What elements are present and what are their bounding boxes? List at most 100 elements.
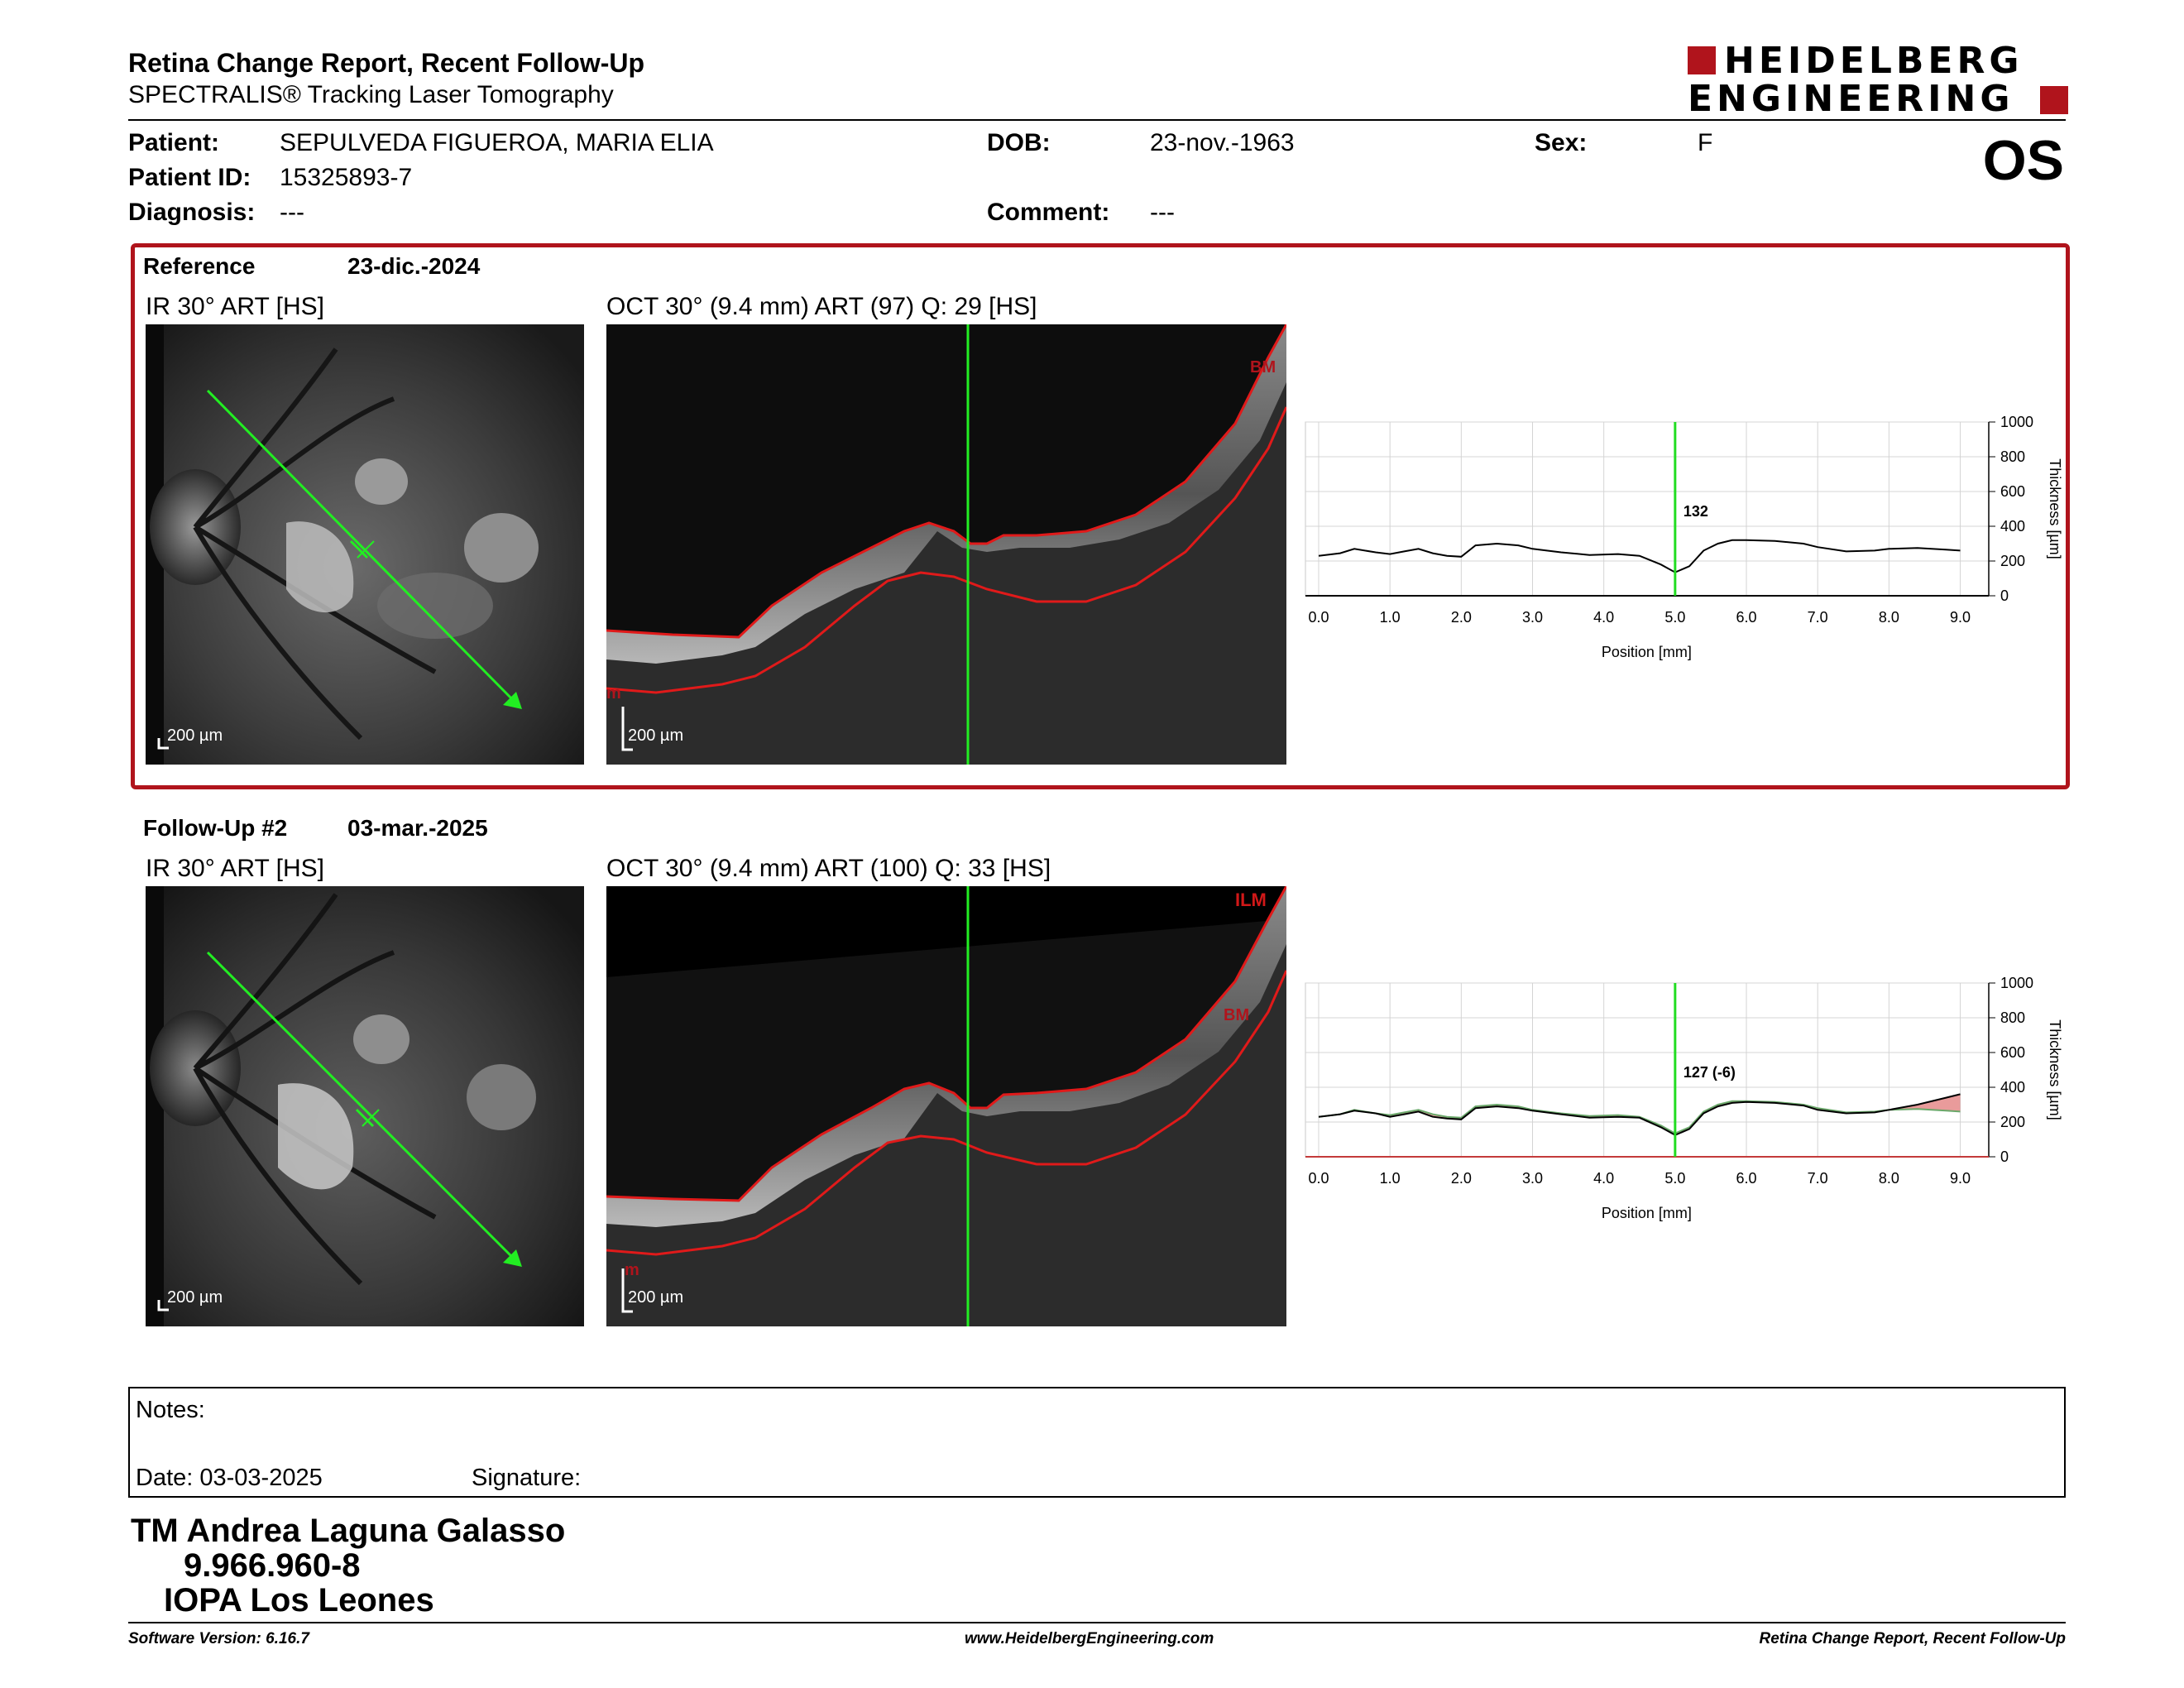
reference-oct-svg: BM m — [606, 324, 1286, 765]
reference-oct-tag-bm: BM — [1250, 358, 1276, 376]
chart-marker-value: 127 (-6) — [1684, 1064, 1736, 1081]
reference-oct-bscan[interactable]: BM m 200 µm — [606, 324, 1286, 765]
followup-oct-tag-bm: BM — [1224, 1006, 1249, 1024]
reference-thickness-chart: 0.0 1.0 2.0 3.0 4.0 5.0 6.0 7.0 8.0 9.0 0 200 400 600… — [1300, 409, 2078, 674]
chart-x-axis-label: Position [mm] — [1602, 644, 1692, 660]
reference-oct-tag-m: m — [606, 684, 621, 703]
chart-y-tick-label: 800 — [2000, 448, 2025, 465]
chart-y-tick-label: 200 — [2000, 1114, 2025, 1130]
chart-x-tick-label: 9.0 — [1950, 1170, 1971, 1187]
followup-ir-fundus-image[interactable]: 200 µm — [146, 886, 584, 1326]
header-divider — [128, 119, 2066, 121]
chart-y-tick-label: 0 — [2000, 1149, 2009, 1165]
followup-thickness-chart: 0.0 1.0 2.0 3.0 4.0 5.0 6.0 7.0 8.0 9.0 0 200 400 600… — [1300, 970, 2078, 1235]
followup-oct-tag-ilm: ILM — [1235, 890, 1267, 910]
chart-x-tick-label: 1.0 — [1380, 1170, 1401, 1187]
chart-y-tick-label: 200 — [2000, 553, 2025, 569]
notes-box[interactable] — [128, 1387, 2066, 1498]
footer-report-name: Retina Change Report, Recent Follow-Up — [1759, 1630, 2066, 1647]
reference-date: 23-dic.-2024 — [347, 253, 481, 279]
reference-ir-scale: 200 µm — [167, 727, 223, 745]
chart-series-line — [1318, 539, 1961, 573]
reference-chart-svg: 0.0 1.0 2.0 3.0 4.0 5.0 6.0 7.0 8.0 9.0 0 200 400 600… — [1305, 414, 2063, 660]
chart-x-tick-label: 7.0 — [1808, 1170, 1828, 1187]
chart-x-tick-label: 8.0 — [1879, 1170, 1899, 1187]
chart-x-tick-label: 2.0 — [1451, 609, 1472, 626]
notes-date: Date: 03-03-2025 — [136, 1465, 323, 1491]
chart-x-tick-label: 6.0 — [1736, 1170, 1757, 1187]
followup-oct-bscan[interactable]: ILM BM m 200 µm — [606, 886, 1286, 1326]
chart-x-tick-label: 3.0 — [1522, 1170, 1543, 1187]
patient-label: Patient: — [128, 129, 220, 156]
diagnosis-label: Diagnosis: — [128, 199, 256, 226]
chart-x-tick-label: 8.0 — [1879, 609, 1899, 626]
footer-website[interactable]: www.HeidelbergEngineering.com — [965, 1630, 1214, 1647]
signer-rut: 9.966.960-8 — [184, 1547, 361, 1584]
reference-ir-svg — [146, 324, 584, 765]
logo-line2: ENGINEERING — [1688, 78, 2014, 120]
chart-x-tick-label: 4.0 — [1593, 1170, 1614, 1187]
chart-y-tick-label: 0 — [2000, 587, 2009, 604]
followup-oct-scale: 200 µm — [628, 1288, 684, 1307]
dob-value: 23-nov.-1963 — [1150, 129, 1295, 156]
followup-oct-caption: OCT 30° (9.4 mm) ART (100) Q: 33 [HS] — [606, 855, 1051, 882]
chart-y-axis-label: Thickness [µm] — [2047, 458, 2063, 559]
chart-x-axis-label: Position [mm] — [1602, 1205, 1692, 1221]
chart-marker-value: 132 — [1684, 503, 1708, 520]
followup-oct-tag-m: m — [625, 1261, 639, 1279]
reference-ir-caption: IR 30° ART [HS] — [146, 293, 324, 320]
dob-label: DOB: — [987, 129, 1051, 156]
patient-id-value: 15325893-7 — [280, 164, 413, 191]
report-title: Retina Change Report, Recent Follow-Up — [128, 48, 645, 78]
chart-y-tick-label: 1000 — [2000, 414, 2033, 430]
followup-oct-svg: ILM BM m — [606, 886, 1286, 1326]
followup-label: Follow-Up #2 — [143, 815, 288, 841]
chart-x-tick-label: 0.0 — [1308, 1170, 1329, 1187]
footer-software: Software Version: 6.16.7 — [128, 1630, 309, 1647]
chart-y-tick-label: 400 — [2000, 518, 2025, 535]
reference-ir-fundus-image[interactable]: 200 µm — [146, 324, 584, 765]
chart-x-tick-label: 7.0 — [1808, 609, 1828, 626]
chart-y-tick-label: 600 — [2000, 1044, 2025, 1061]
signer-institution: IOPA Los Leones — [164, 1582, 434, 1618]
chart-x-tick-label: 3.0 — [1522, 609, 1543, 626]
chart-y-axis-label: Thickness [µm] — [2047, 1019, 2063, 1120]
chart-x-tick-label: 2.0 — [1451, 1170, 1472, 1187]
followup-date: 03-mar.-2025 — [347, 815, 488, 841]
comment-label: Comment: — [987, 199, 1110, 226]
chart-x-tick-label: 1.0 — [1380, 609, 1401, 626]
chart-y-tick-label: 400 — [2000, 1079, 2025, 1096]
chart-series-line — [1318, 1093, 1961, 1136]
chart-plot-area — [1305, 421, 1990, 597]
eye-indicator: OS — [1982, 129, 2064, 192]
report-subtitle: SPECTRALIS® Tracking Laser Tomography — [128, 81, 614, 108]
chart-x-tick-label: 6.0 — [1736, 609, 1757, 626]
notes-label: Notes: — [136, 1397, 205, 1423]
sex-value: F — [1698, 129, 1713, 156]
reference-label: Reference — [143, 253, 256, 279]
chart-y-tick-label: 1000 — [2000, 975, 2033, 991]
patient-id-label: Patient ID: — [128, 164, 251, 191]
chart-y-tick-label: 600 — [2000, 483, 2025, 500]
logo-line1: HEIDELBERG — [1724, 40, 2024, 82]
reference-oct-caption: OCT 30° (9.4 mm) ART (97) Q: 29 [HS] — [606, 293, 1037, 320]
footer-divider — [128, 1622, 2066, 1623]
chart-plot-area — [1305, 982, 1990, 1158]
chart-x-tick-label: 0.0 — [1308, 609, 1329, 626]
diagnosis-value: --- — [280, 199, 304, 226]
heidelberg-logo: HEIDELBERG ENGINEERING — [1688, 40, 2068, 120]
chart-x-tick-label: 9.0 — [1950, 609, 1971, 626]
followup-ir-caption: IR 30° ART [HS] — [146, 855, 324, 882]
comment-value: --- — [1150, 199, 1175, 226]
followup-chart-svg: 0.0 1.0 2.0 3.0 4.0 5.0 6.0 7.0 8.0 9.0 0 200 400 600… — [1305, 975, 2063, 1221]
followup-ir-scale: 200 µm — [167, 1288, 223, 1307]
chart-series-line — [1318, 1100, 1961, 1134]
chart-x-tick-label: 5.0 — [1664, 609, 1685, 626]
followup-ir-svg — [146, 886, 584, 1326]
signer-name: TM Andrea Laguna Galasso — [131, 1513, 566, 1549]
notes-signature-label: Signature: — [472, 1465, 582, 1491]
chart-y-tick-label: 800 — [2000, 1009, 2025, 1026]
patient-name: SEPULVEDA FIGUEROA, MARIA ELIA — [280, 129, 714, 156]
reference-oct-scale: 200 µm — [628, 727, 684, 745]
chart-x-tick-label: 4.0 — [1593, 609, 1614, 626]
